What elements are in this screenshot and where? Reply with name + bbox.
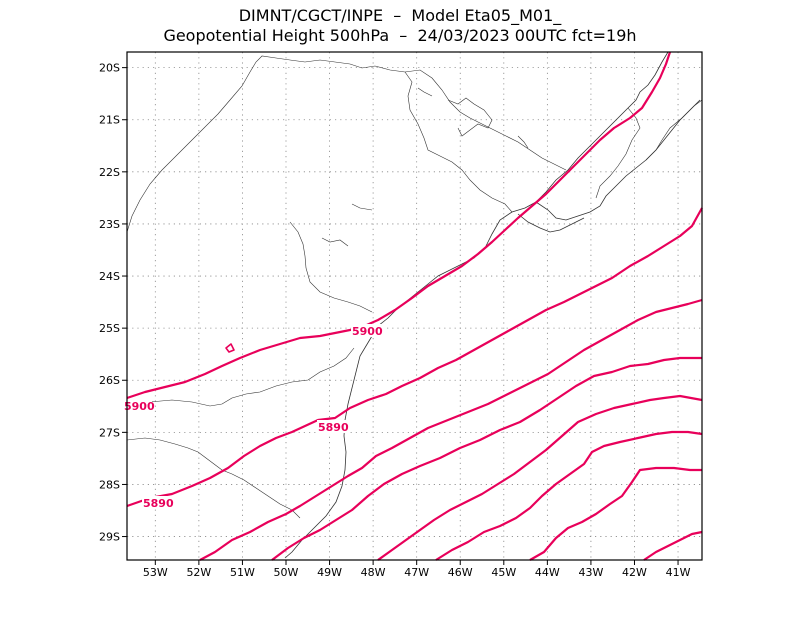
lon-tick-label: 46W xyxy=(448,566,473,579)
lon-tick-label: 44W xyxy=(535,566,560,579)
contour-line xyxy=(529,466,702,561)
label-backdrop xyxy=(317,420,349,433)
map-title-line2: Geopotential Height 500hPa – 24/03/2023 … xyxy=(163,26,637,45)
lat-tick-label: 25S xyxy=(99,322,120,335)
lat-tick-label: 27S xyxy=(99,426,120,439)
grid-lines xyxy=(127,52,702,560)
geopotential-contours xyxy=(126,51,703,561)
lat-tick-label: 20S xyxy=(99,62,120,75)
lon-tick-label: 48W xyxy=(361,566,386,579)
contour-label-5890: 5890 xyxy=(143,497,174,510)
lat-tick-label: 21S xyxy=(99,114,120,127)
label-backdrop xyxy=(142,496,174,509)
lon-tick-label: 50W xyxy=(274,566,299,579)
reservoirs xyxy=(321,87,529,247)
contour-line xyxy=(271,356,702,561)
coastline xyxy=(284,51,701,559)
contour-line xyxy=(643,530,703,561)
contour-line xyxy=(199,298,703,561)
lat-tick-label: 29S xyxy=(99,531,120,544)
lon-tick-label: 52W xyxy=(186,566,211,579)
lon-tick-label: 51W xyxy=(230,566,255,579)
contour-line xyxy=(126,51,672,400)
lon-tick-label: 41W xyxy=(666,566,691,579)
contour-line xyxy=(225,343,235,353)
contour-line xyxy=(377,394,703,561)
lon-tick-label: 53W xyxy=(143,566,168,579)
contour-line xyxy=(126,207,703,508)
lat-tick-label: 26S xyxy=(99,374,120,387)
state-borders xyxy=(126,55,703,519)
lon-tick-label: 45W xyxy=(491,566,516,579)
contour-label-5900: 5900 xyxy=(352,325,383,338)
lat-tick-label: 28S xyxy=(99,478,120,491)
lon-tick-label: 43W xyxy=(578,566,603,579)
lat-tick-label: 24S xyxy=(99,270,120,283)
map-title-line1: DIMNT/CGCT/INPE – Model Eta05_M01_ xyxy=(238,6,562,25)
map-frame xyxy=(126,51,703,561)
lon-tick-label: 47W xyxy=(404,566,429,579)
contour-label-5900: 5900 xyxy=(124,400,155,413)
label-backdrop xyxy=(351,324,383,337)
lat-tick-label: 23S xyxy=(99,218,120,231)
contour-line xyxy=(435,430,703,561)
label-backdrop xyxy=(124,399,152,412)
lat-tick-label: 22S xyxy=(99,166,120,179)
lon-tick-label: 49W xyxy=(317,566,342,579)
contour-label-5890: 5890 xyxy=(318,421,349,434)
lon-tick-label: 42W xyxy=(622,566,647,579)
axes: 20S 21S 22S 23S 24S 25S 26S 27S 28S 29S 53W 52W 51W 5… xyxy=(99,62,691,579)
